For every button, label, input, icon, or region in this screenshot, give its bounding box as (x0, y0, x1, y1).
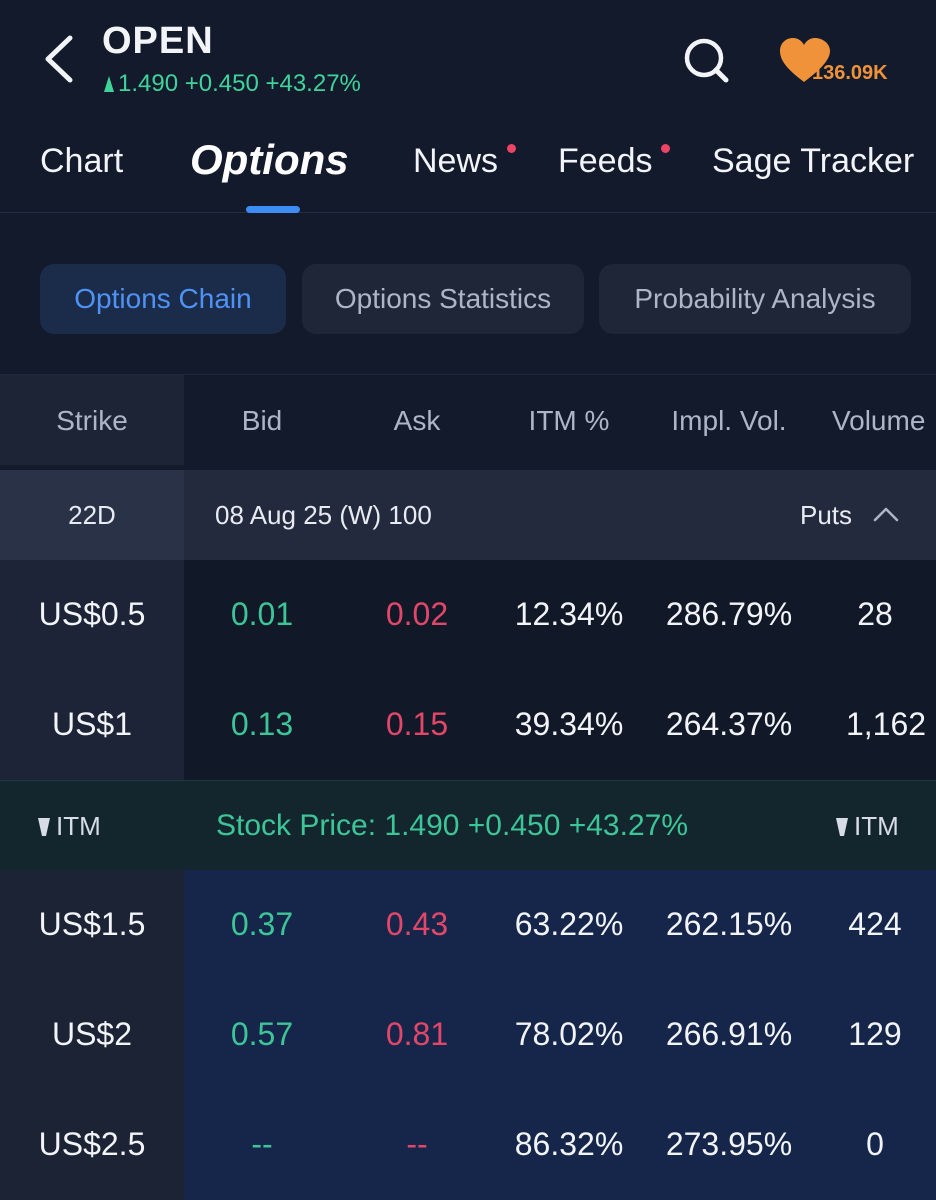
ask: 0.15 (385, 706, 449, 742)
volume: 129 (848, 1016, 902, 1052)
implied-volatility: 262.15% (665, 906, 793, 942)
col-impl-vol: Impl. Vol. (671, 405, 787, 436)
itm-right-text: ITM (854, 811, 899, 841)
favorites-count: 136.09K (812, 62, 888, 84)
ticker-symbol: OPEN (102, 20, 214, 62)
table-row[interactable]: US$1 0.13 0.15 39.34% 264.37% 1,162 (0, 670, 936, 780)
implied-volatility: 264.37% (665, 706, 793, 742)
ask: -- (406, 1126, 428, 1162)
strike-cell-bg (0, 980, 184, 1090)
volume: 424 (848, 906, 902, 942)
stock-price-text: Stock Price: 1.490 +0.450 +43.27% (216, 809, 688, 842)
itm-percent: 63.22% (514, 906, 624, 942)
active-tab-indicator (246, 206, 300, 213)
expiry-days: 22D (68, 500, 116, 530)
ask: 0.81 (385, 1016, 449, 1052)
bid: -- (251, 1126, 273, 1162)
bid: 0.37 (230, 906, 294, 942)
volume: 0 (866, 1126, 884, 1162)
header: OPEN 1.490 +0.450 +43.27% 136.09K (0, 0, 936, 120)
expiry-row[interactable]: 22D 08 Aug 25 (W) 100 Puts (0, 470, 936, 560)
table-row[interactable]: US$2 0.57 0.81 78.02% 266.91% 129 (0, 980, 936, 1090)
itm-label-right: ITM (836, 811, 899, 842)
strike: US$2 (51, 1016, 133, 1052)
ask: 0.43 (385, 906, 449, 942)
itm-label-left: ITM (38, 811, 101, 842)
stock-quote: 1.490 +0.450 +43.27% (104, 70, 361, 98)
tab-options[interactable]: Options (190, 136, 349, 183)
subtab-probability-analysis[interactable]: Probability Analysis (599, 264, 911, 334)
table-header: Strike Bid Ask ITM % Impl. Vol. Volume (0, 374, 936, 465)
feeds-notification-dot (661, 144, 670, 153)
subtab-options-statistics[interactable]: Options Statistics (302, 264, 584, 334)
search-icon[interactable] (682, 36, 730, 84)
strike-cell-bg (0, 870, 184, 980)
implied-volatility: 273.95% (665, 1126, 793, 1162)
col-ask: Ask (393, 405, 441, 436)
volume: 28 (857, 596, 893, 632)
up-arrow-icon (104, 76, 114, 92)
ask: 0.02 (385, 596, 449, 632)
implied-volatility: 266.91% (665, 1016, 793, 1052)
stock-quote-text: 1.490 +0.450 +43.27% (118, 70, 361, 97)
expiry-date: 08 Aug 25 (W) 100 (215, 500, 432, 530)
implied-volatility: 286.79% (665, 596, 793, 632)
itm-percent: 86.32% (514, 1126, 624, 1162)
strike: US$1.5 (38, 906, 146, 942)
chevron-left-icon[interactable] (38, 32, 82, 86)
tab-chart[interactable]: Chart (40, 142, 124, 180)
strike: US$0.5 (38, 596, 146, 632)
news-notification-dot (507, 144, 516, 153)
chevron-up-icon[interactable] (873, 506, 899, 522)
bid: 0.57 (230, 1016, 294, 1052)
main-tabs: Chart Options News Feeds Sage Tracker (0, 120, 936, 213)
table-row[interactable]: US$1.5 0.37 0.43 63.22% 262.15% 424 (0, 870, 936, 980)
itm-marker-icon (836, 818, 848, 836)
col-itm: ITM % (528, 405, 610, 436)
tab-sage-tracker[interactable]: Sage Tracker (712, 142, 915, 180)
option-type: Puts (800, 500, 853, 530)
subtab-options-chain[interactable]: Options Chain (40, 264, 286, 334)
strike-column-header-bg (0, 375, 184, 465)
volume: 1,162 (845, 706, 927, 742)
stock-price-bar: ITM Stock Price: 1.490 +0.450 +43.27% IT… (0, 780, 936, 872)
table-row[interactable]: US$0.5 0.01 0.02 12.34% 286.79% 28 (0, 560, 936, 670)
table-row[interactable]: US$2.5 -- -- 86.32% 273.95% 0 (0, 1090, 936, 1200)
itm-left-text: ITM (56, 811, 101, 841)
col-volume: Volume (832, 405, 926, 436)
itm-percent: 78.02% (514, 1016, 624, 1052)
strike-cell-bg (0, 670, 184, 780)
expiry-days-bg (0, 470, 184, 560)
col-strike: Strike (56, 405, 128, 436)
itm-percent: 39.34% (514, 706, 624, 742)
itm-marker-icon (38, 818, 50, 836)
strike: US$2.5 (38, 1126, 146, 1162)
itm-percent: 12.34% (514, 596, 624, 632)
strike-cell-bg (0, 560, 184, 670)
strike-cell-bg (0, 1090, 184, 1200)
bid: 0.13 (230, 706, 294, 742)
heart-icon[interactable] (778, 36, 838, 86)
col-bid: Bid (241, 405, 283, 436)
tab-feeds[interactable]: Feeds (558, 142, 653, 180)
tab-news[interactable]: News (413, 142, 499, 180)
bid: 0.01 (230, 596, 294, 632)
strike: US$1 (51, 706, 133, 742)
